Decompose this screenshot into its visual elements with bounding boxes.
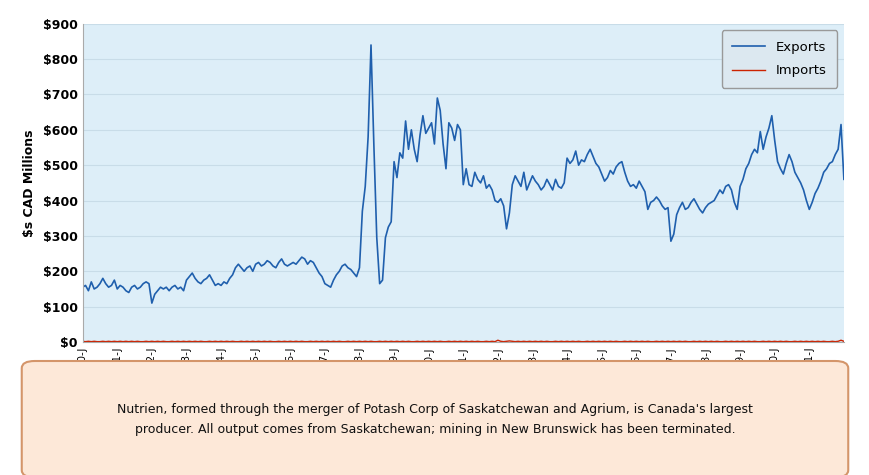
Exports bbox=[365, 42, 375, 48]
Exports bbox=[388, 159, 399, 164]
Imports bbox=[415, 339, 425, 344]
Exports bbox=[547, 187, 557, 193]
Exports bbox=[77, 285, 88, 290]
Text: Nutrien, formed through the merger of Potash Corp of Saskatchewan and Agrium, is: Nutrien, formed through the merger of Po… bbox=[117, 403, 752, 436]
Imports bbox=[77, 339, 88, 344]
Exports bbox=[147, 300, 157, 306]
Imports bbox=[547, 339, 557, 344]
Imports bbox=[789, 339, 799, 344]
Exports bbox=[662, 205, 673, 210]
X-axis label: Year & Month: Year & Month bbox=[409, 379, 516, 393]
Legend: Exports, Imports: Exports, Imports bbox=[721, 30, 836, 88]
Exports bbox=[789, 170, 799, 175]
Exports bbox=[798, 187, 808, 193]
Exports bbox=[417, 113, 428, 119]
Exports bbox=[838, 177, 848, 182]
Y-axis label: $s CAD Millions: $s CAD Millions bbox=[23, 129, 36, 237]
Imports bbox=[80, 339, 90, 344]
Imports bbox=[798, 339, 808, 344]
Imports bbox=[492, 337, 502, 343]
Line: Exports: Exports bbox=[83, 45, 843, 303]
Imports bbox=[662, 339, 673, 344]
Imports bbox=[386, 339, 396, 344]
Imports bbox=[838, 339, 848, 344]
Line: Imports: Imports bbox=[83, 340, 843, 342]
